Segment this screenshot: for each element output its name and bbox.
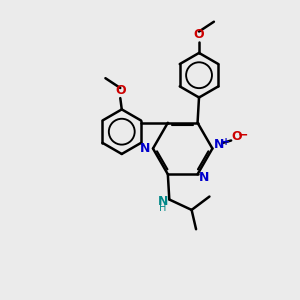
Text: N: N	[158, 194, 168, 208]
Text: N: N	[140, 142, 150, 155]
Text: −: −	[238, 128, 248, 141]
Text: +: +	[222, 137, 230, 147]
Text: O: O	[231, 130, 242, 143]
Text: O: O	[115, 85, 126, 98]
Text: N: N	[199, 171, 209, 184]
Text: O: O	[194, 28, 204, 41]
Text: H: H	[159, 203, 166, 213]
Text: N: N	[214, 138, 224, 152]
